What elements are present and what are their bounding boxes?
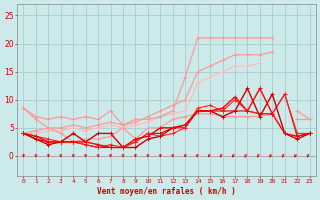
- X-axis label: Vent moyen/en rafales ( km/h ): Vent moyen/en rafales ( km/h ): [97, 187, 236, 196]
